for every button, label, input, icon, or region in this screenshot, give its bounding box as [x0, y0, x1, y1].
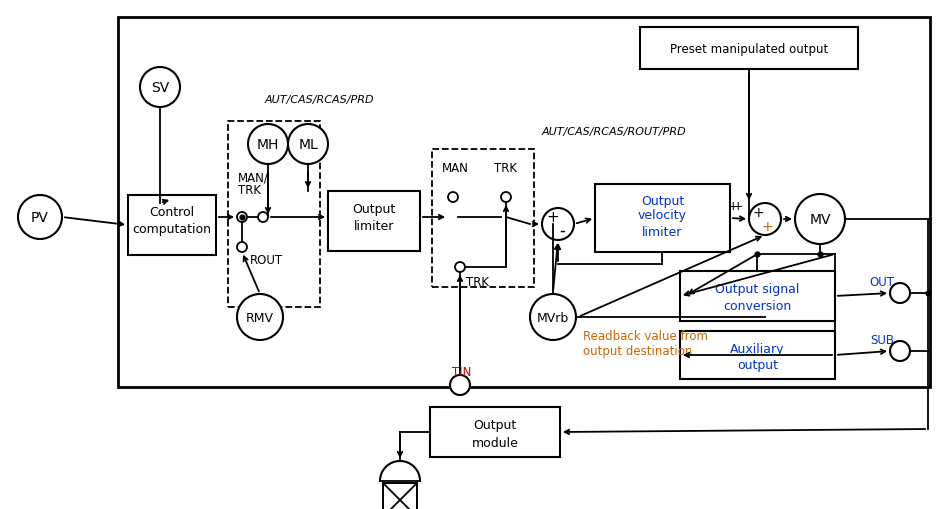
- Text: TRK: TRK: [238, 184, 261, 197]
- Text: velocity: velocity: [638, 209, 687, 222]
- Text: Output: Output: [352, 203, 396, 216]
- Circle shape: [248, 125, 288, 165]
- Text: OUT: OUT: [869, 275, 895, 288]
- Circle shape: [450, 375, 470, 395]
- Circle shape: [890, 284, 910, 303]
- Text: +: +: [546, 210, 560, 225]
- Text: Control: Control: [149, 206, 194, 219]
- Text: TRK: TRK: [494, 161, 518, 174]
- Text: SUB: SUB: [870, 333, 894, 346]
- Bar: [432, 150, 534, 288]
- Bar: [640, 28, 858, 70]
- Text: AUT/CAS/RCAS/PRD: AUT/CAS/RCAS/PRD: [265, 95, 375, 105]
- Text: limiter: limiter: [643, 225, 683, 238]
- Circle shape: [455, 263, 465, 272]
- Text: MAN: MAN: [442, 161, 468, 174]
- Text: +: +: [733, 200, 744, 213]
- Circle shape: [749, 204, 781, 236]
- Text: +: +: [762, 219, 773, 234]
- Text: output: output: [737, 359, 778, 372]
- Bar: [595, 185, 730, 252]
- Text: MV: MV: [809, 213, 831, 227]
- Text: limiter: limiter: [354, 219, 394, 232]
- Text: TRK: TRK: [466, 275, 489, 288]
- Bar: [383, 483, 417, 509]
- Text: MH: MH: [257, 138, 279, 152]
- Circle shape: [501, 192, 511, 203]
- Circle shape: [237, 213, 247, 222]
- Bar: [680, 331, 835, 379]
- Bar: [128, 195, 216, 256]
- Text: +: +: [727, 200, 739, 213]
- Bar: [328, 191, 420, 251]
- Text: -: -: [559, 221, 565, 240]
- Bar: [430, 407, 560, 457]
- Circle shape: [890, 342, 910, 361]
- Text: Readback value from: Readback value from: [583, 329, 708, 342]
- Text: Auxiliary: Auxiliary: [730, 342, 784, 355]
- Text: RMV: RMV: [246, 311, 274, 324]
- Circle shape: [288, 125, 328, 165]
- Text: SV: SV: [150, 81, 169, 95]
- Circle shape: [18, 195, 62, 240]
- Text: TIN: TIN: [452, 365, 471, 378]
- Bar: [228, 122, 320, 307]
- Text: Output: Output: [473, 419, 517, 432]
- Text: MVrb: MVrb: [537, 311, 569, 324]
- Circle shape: [542, 209, 574, 241]
- Text: +: +: [752, 206, 764, 219]
- Text: ROUT: ROUT: [250, 253, 283, 266]
- Circle shape: [140, 68, 180, 108]
- Text: Output: Output: [641, 195, 684, 208]
- Text: Output signal: Output signal: [715, 282, 800, 295]
- Text: computation: computation: [132, 222, 211, 235]
- Text: AUT/CAS/RCAS/ROUT/PRD: AUT/CAS/RCAS/ROUT/PRD: [542, 127, 686, 137]
- Text: output destination: output destination: [583, 344, 692, 357]
- Circle shape: [237, 294, 283, 341]
- Text: ML: ML: [298, 138, 318, 152]
- Circle shape: [530, 294, 576, 341]
- Circle shape: [795, 194, 845, 244]
- Circle shape: [448, 192, 458, 203]
- Circle shape: [258, 213, 268, 222]
- Bar: [680, 271, 835, 321]
- Circle shape: [237, 242, 247, 252]
- Text: PV: PV: [31, 211, 49, 224]
- Text: Preset manipulated output: Preset manipulated output: [670, 42, 828, 55]
- Bar: [118, 18, 930, 387]
- Text: MAN/: MAN/: [238, 171, 268, 184]
- Text: module: module: [471, 437, 519, 449]
- Text: conversion: conversion: [724, 300, 792, 313]
